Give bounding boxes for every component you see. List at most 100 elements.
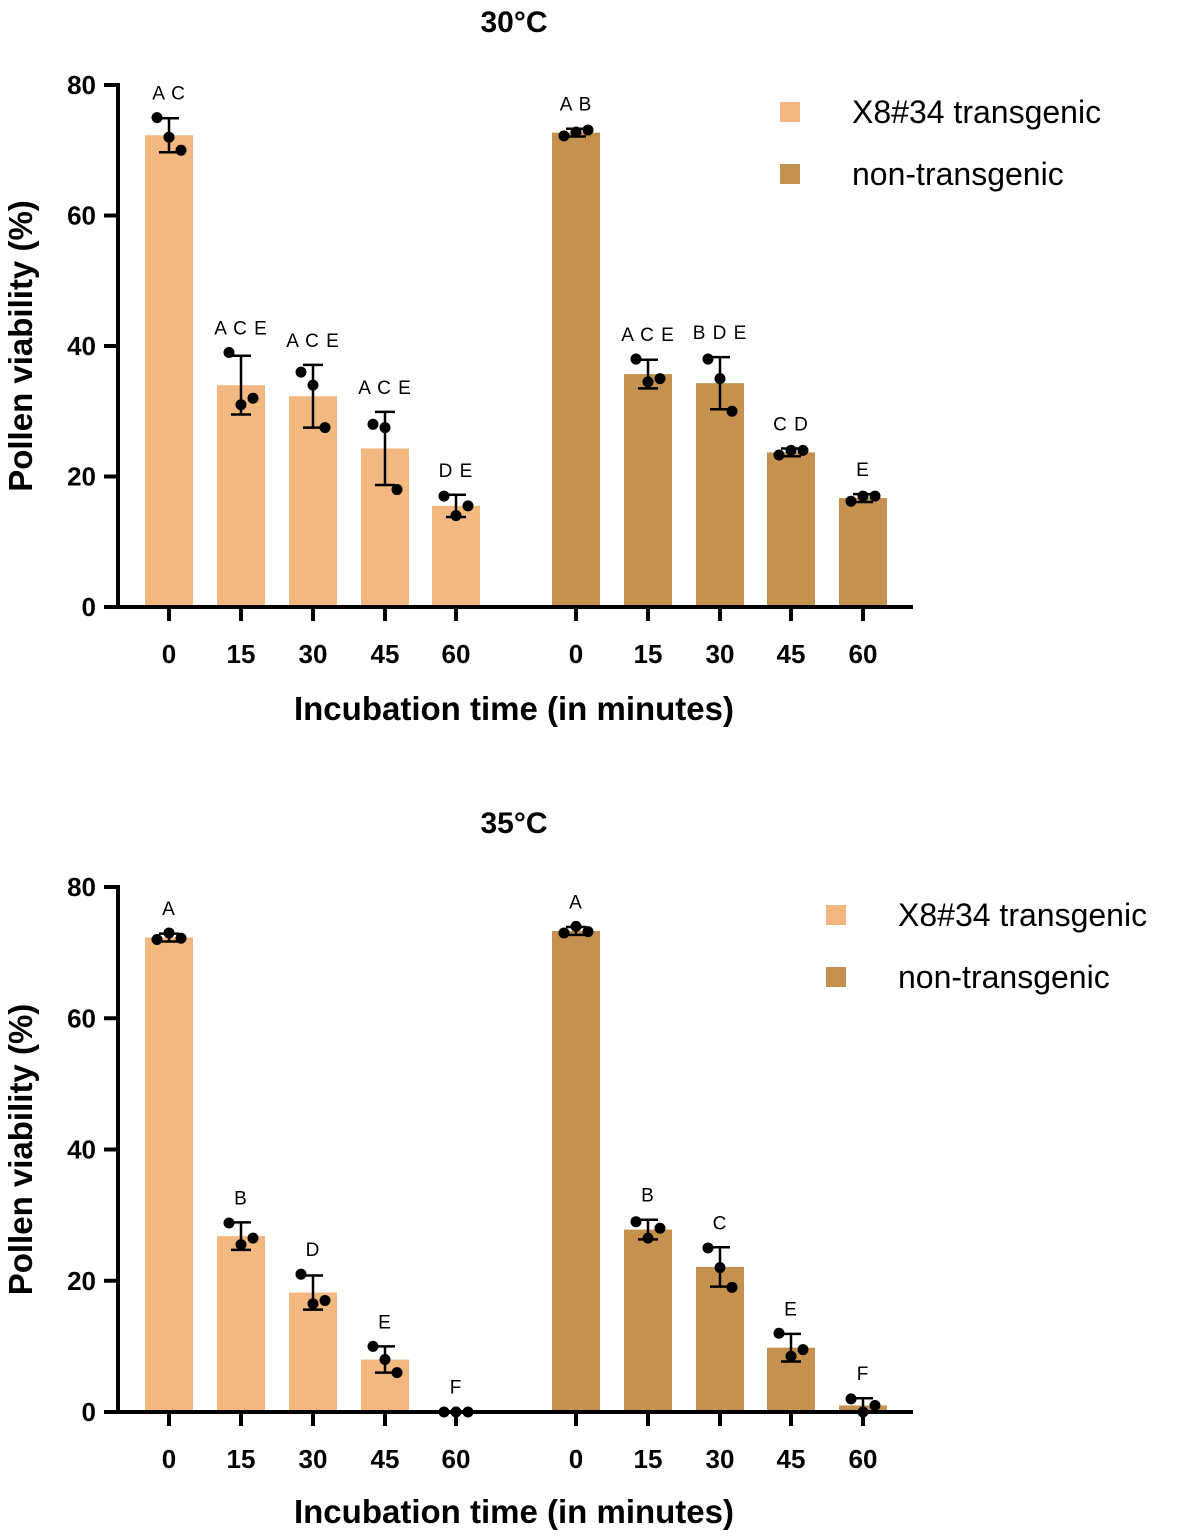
significance-letter: A bbox=[569, 892, 583, 913]
data-point bbox=[630, 1216, 642, 1228]
data-point bbox=[450, 510, 462, 522]
significance-letter: A C E bbox=[214, 319, 268, 340]
data-point bbox=[702, 353, 714, 365]
data-point bbox=[785, 444, 797, 456]
data-point bbox=[247, 1232, 259, 1244]
legend-label-non_transgenic: non-transgenic bbox=[898, 959, 1110, 995]
data-point bbox=[223, 1217, 235, 1229]
significance-letter: B D E bbox=[693, 323, 748, 344]
significance-letter: A B bbox=[560, 95, 593, 116]
x-tick-label: 30 bbox=[299, 639, 328, 669]
significance-letter: D bbox=[306, 1240, 321, 1261]
legend-label-non_transgenic: non-transgenic bbox=[852, 156, 1064, 192]
legend-label-transgenic: X8#34 transgenic bbox=[852, 94, 1101, 130]
x-tick-label: 45 bbox=[371, 1444, 400, 1474]
x-tick-label: 30 bbox=[706, 1444, 735, 1474]
bar-transgenic-15 bbox=[217, 1236, 265, 1412]
y-tick-label: 20 bbox=[67, 462, 96, 492]
bar-transgenic-60 bbox=[432, 505, 480, 607]
data-point bbox=[845, 1393, 857, 1405]
bar-non_transgenic-45 bbox=[767, 452, 815, 607]
significance-letter: A C bbox=[152, 84, 186, 105]
data-point bbox=[702, 1242, 714, 1254]
data-point bbox=[367, 418, 379, 430]
y-tick-label: 0 bbox=[82, 1397, 96, 1427]
x-tick-label: 60 bbox=[442, 639, 471, 669]
significance-letter: B bbox=[234, 1188, 248, 1209]
data-point bbox=[391, 484, 403, 496]
chart-panel-30c: 30°C Pollen viability (%) Incubation time … bbox=[2, 6, 1101, 727]
data-point bbox=[151, 112, 163, 124]
significance-letter: E bbox=[378, 1312, 392, 1333]
chart-title: 35°C bbox=[480, 807, 547, 840]
data-point bbox=[379, 422, 391, 434]
y-tick-label: 40 bbox=[67, 331, 96, 361]
data-point bbox=[319, 422, 331, 434]
data-point bbox=[307, 379, 319, 391]
y-axis-label: Pollen viability (%) bbox=[2, 200, 39, 492]
data-point bbox=[295, 1268, 307, 1280]
x-tick-label: 45 bbox=[777, 639, 806, 669]
significance-letter: A C E bbox=[286, 331, 340, 352]
data-point bbox=[570, 920, 582, 932]
data-point bbox=[570, 126, 582, 138]
y-tick-label: 80 bbox=[67, 872, 96, 902]
y-tick-label: 80 bbox=[67, 70, 96, 100]
significance-letter: A C E bbox=[621, 325, 675, 346]
y-tick-label: 20 bbox=[67, 1266, 96, 1296]
data-point bbox=[163, 927, 175, 939]
data-point bbox=[367, 1340, 379, 1352]
data-point bbox=[295, 366, 307, 378]
data-point bbox=[857, 490, 869, 502]
significance-letter: A C E bbox=[358, 378, 412, 399]
legend-swatch-non_transgenic bbox=[780, 164, 800, 184]
x-tick-label: 15 bbox=[634, 1444, 663, 1474]
legend-swatch-non_transgenic bbox=[826, 967, 846, 987]
x-tick-label: 15 bbox=[227, 1444, 256, 1474]
data-point bbox=[654, 373, 666, 385]
data-point bbox=[714, 1262, 726, 1274]
data-point bbox=[773, 449, 785, 461]
data-point bbox=[797, 1344, 809, 1356]
x-tick-label: 60 bbox=[849, 639, 878, 669]
x-tick-label: 0 bbox=[162, 1444, 176, 1474]
y-tick-label: 60 bbox=[67, 1003, 96, 1033]
bar-non_transgenic-0 bbox=[552, 132, 600, 607]
x-axis-label: Incubation time (in minutes) bbox=[294, 690, 734, 727]
data-point bbox=[797, 444, 809, 456]
data-point bbox=[163, 131, 175, 143]
bar-non_transgenic-0 bbox=[552, 930, 600, 1412]
bar-transgenic-0 bbox=[145, 135, 193, 607]
x-tick-label: 0 bbox=[569, 639, 583, 669]
x-tick-label: 30 bbox=[706, 639, 735, 669]
data-point bbox=[558, 927, 570, 939]
data-point bbox=[726, 1281, 738, 1293]
bar-non_transgenic-60 bbox=[839, 498, 887, 607]
data-point bbox=[151, 934, 163, 945]
significance-letter: E bbox=[784, 1299, 798, 1320]
data-point bbox=[869, 490, 881, 502]
legend-swatch-transgenic bbox=[826, 905, 846, 925]
bar-transgenic-0 bbox=[145, 937, 193, 1412]
significance-letter: E bbox=[856, 460, 870, 481]
x-tick-label: 45 bbox=[777, 1444, 806, 1474]
y-axis-label: Pollen viability (%) bbox=[2, 1004, 39, 1296]
bar-non_transgenic-30 bbox=[696, 1266, 744, 1412]
bar-transgenic-30 bbox=[289, 396, 337, 607]
data-point bbox=[642, 1232, 654, 1244]
data-point bbox=[642, 376, 654, 388]
data-point bbox=[785, 1350, 797, 1362]
bar-transgenic-15 bbox=[217, 385, 265, 607]
data-point bbox=[462, 500, 474, 512]
legend-label-transgenic: X8#34 transgenic bbox=[898, 897, 1147, 933]
data-point bbox=[319, 1294, 331, 1306]
significance-letter: F bbox=[450, 1377, 463, 1398]
x-tick-label: 45 bbox=[371, 639, 400, 669]
bar-transgenic-30 bbox=[289, 1292, 337, 1412]
significance-letter: C bbox=[713, 1213, 728, 1234]
y-tick-label: 60 bbox=[67, 201, 96, 231]
data-point bbox=[175, 144, 187, 156]
data-point bbox=[391, 1367, 403, 1379]
data-point bbox=[379, 1354, 391, 1365]
